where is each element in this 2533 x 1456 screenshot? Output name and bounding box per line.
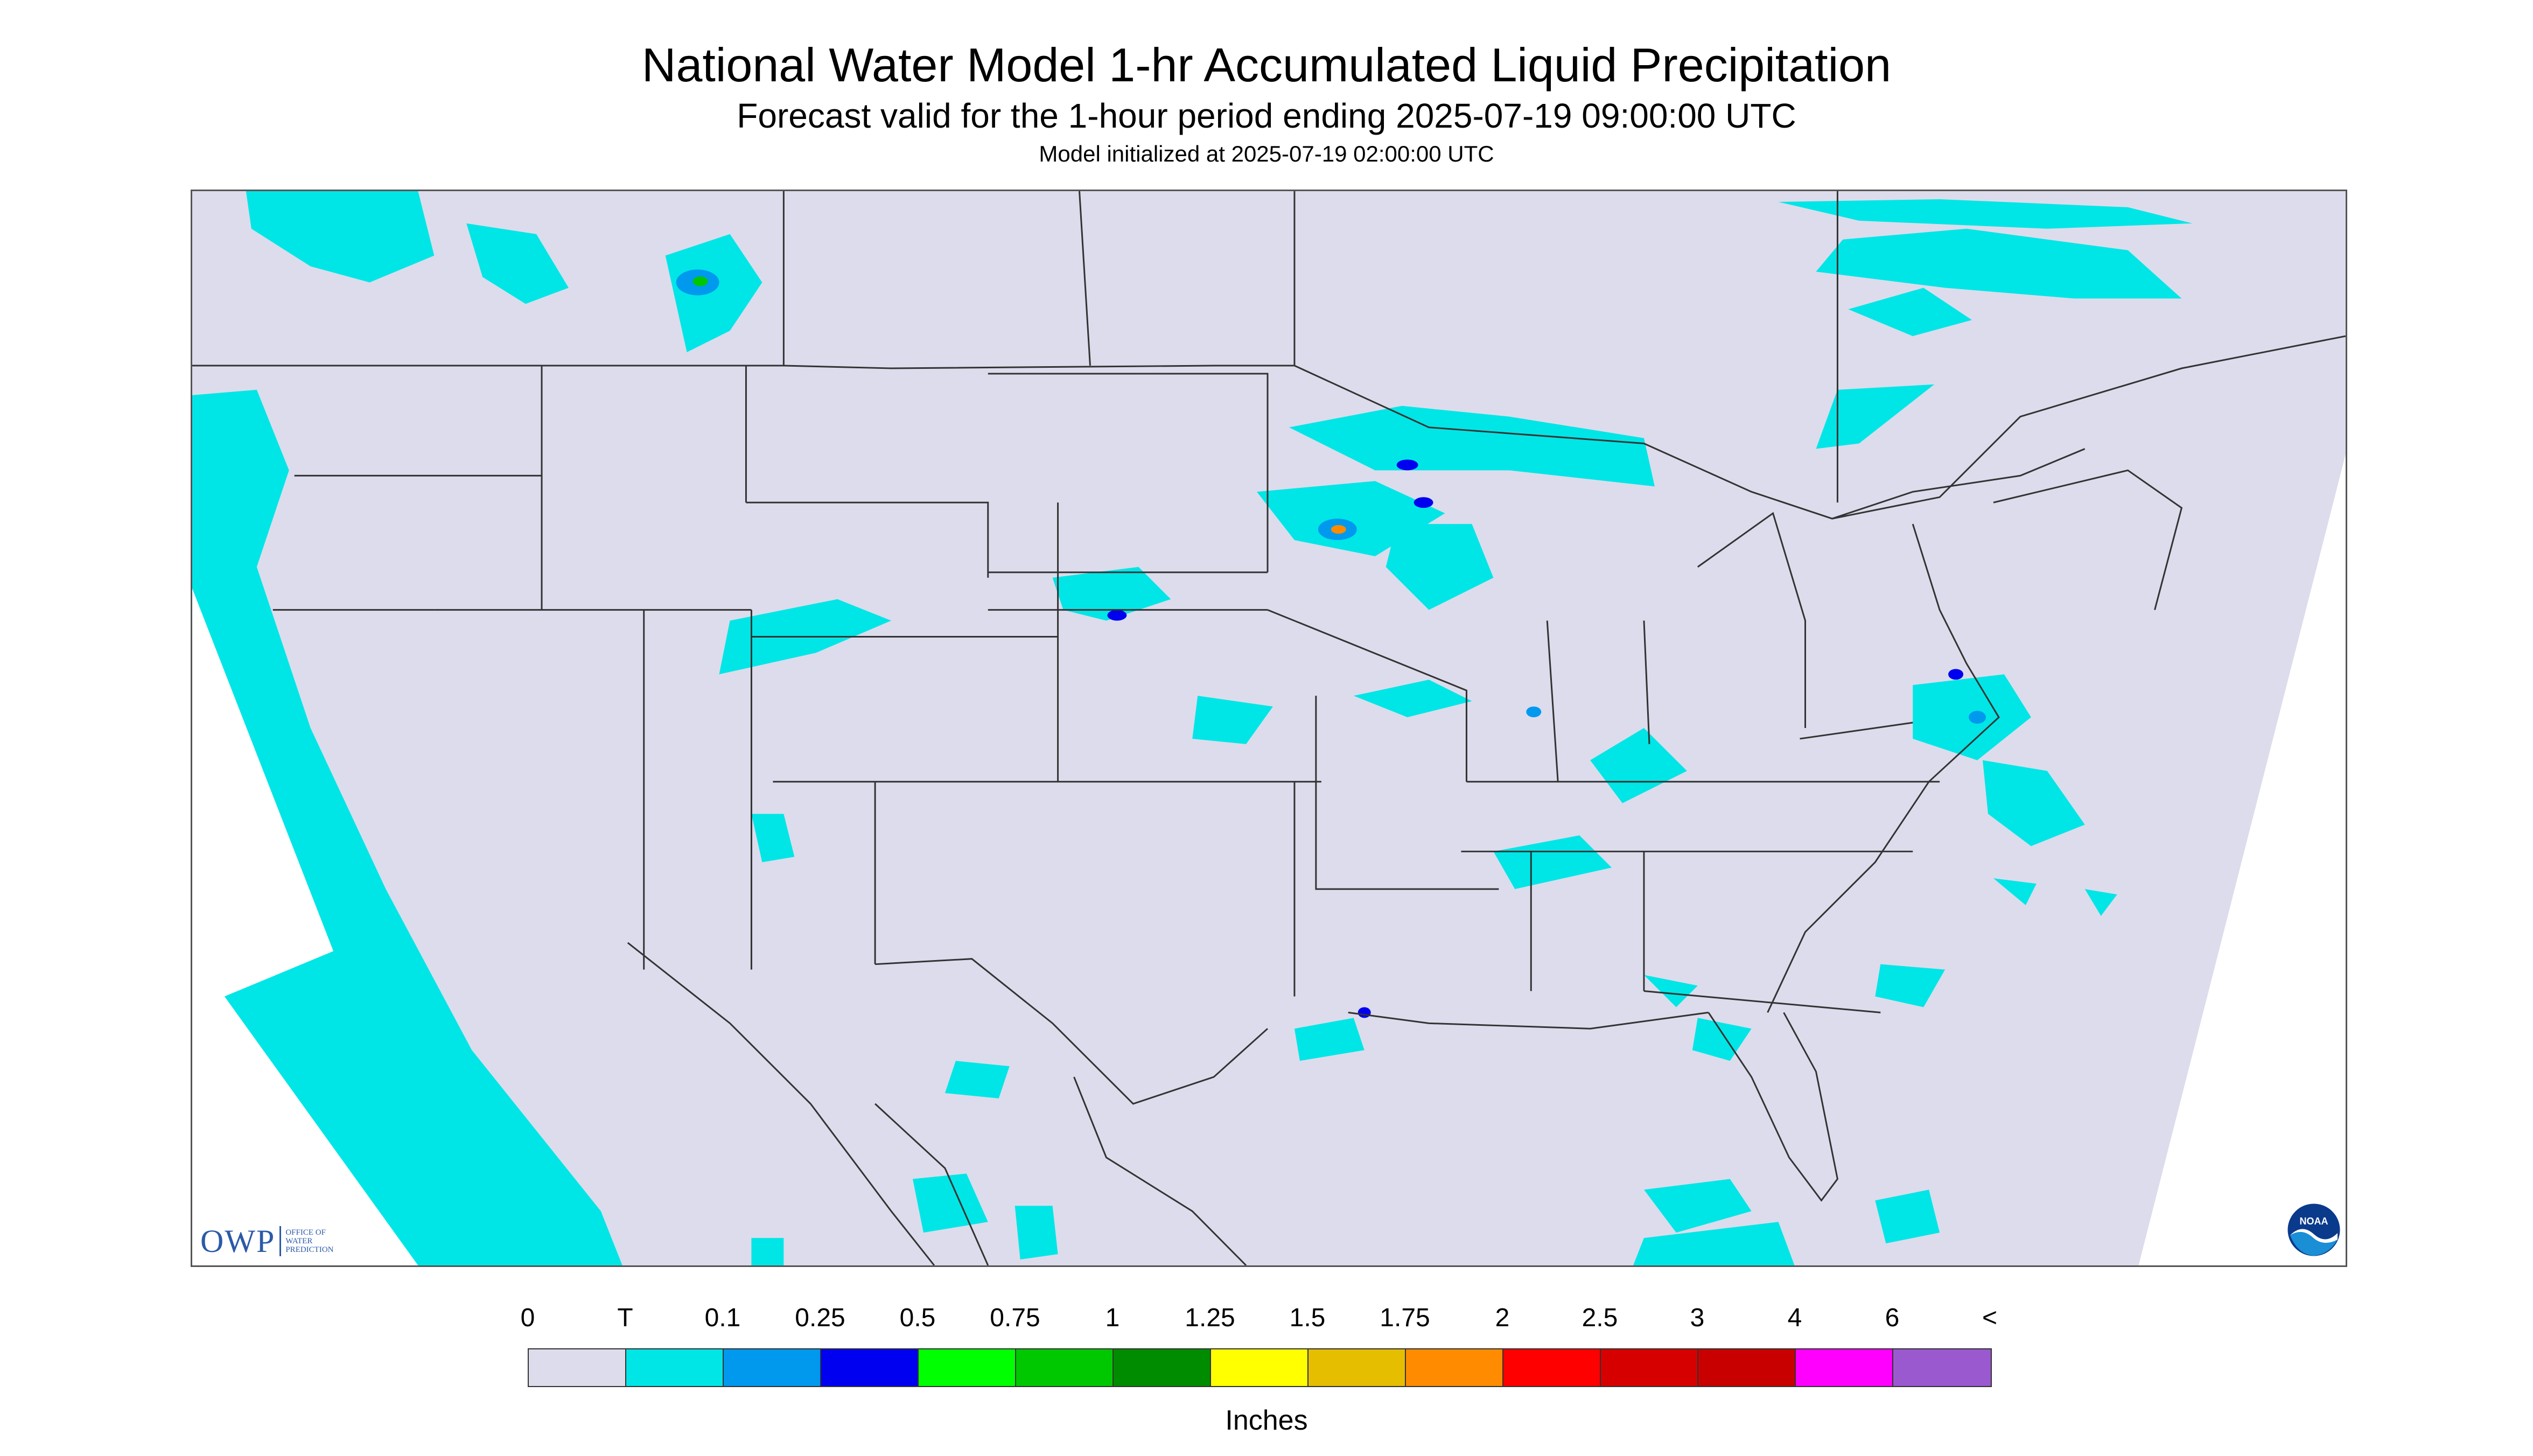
owp-logo-line: PREDICTION xyxy=(285,1245,334,1254)
legend-tick-label: 0.1 xyxy=(704,1304,741,1332)
legend-unit-label: Inches xyxy=(1225,1405,1308,1436)
legend-tick-label: T xyxy=(617,1304,633,1332)
political-boundaries xyxy=(192,191,2346,1265)
owp-logo-letters: OWP xyxy=(200,1223,276,1259)
owp-logo-line: WATER xyxy=(285,1237,313,1245)
legend-tick-label: 2.5 xyxy=(1582,1304,1618,1332)
owp-logo: OWP OFFICE OF WATER PREDICTION xyxy=(200,1222,334,1260)
legend-swatch xyxy=(1114,1349,1211,1386)
no-data-region-east xyxy=(2138,454,2346,1265)
legend-swatch xyxy=(1698,1349,1796,1386)
legend-swatch xyxy=(724,1349,821,1386)
legend-tick-label: 4 xyxy=(1787,1304,1802,1332)
legend-tick-label: < xyxy=(1982,1304,1998,1332)
noaa-logo-text: NOAA xyxy=(2300,1216,2328,1227)
precipitation-map xyxy=(191,190,2347,1267)
legend-tick-label: 1.5 xyxy=(1289,1304,1326,1332)
legend-swatch xyxy=(1016,1349,1114,1386)
legend-tick-label: 0 xyxy=(520,1304,535,1332)
legend-tick-label: 1 xyxy=(1105,1304,1120,1332)
legend-tick-label: 3 xyxy=(1690,1304,1705,1332)
legend-swatch xyxy=(1796,1349,1893,1386)
legend-tick-label: 1.25 xyxy=(1185,1304,1235,1332)
map-title: National Water Model 1-hr Accumulated Li… xyxy=(641,38,1892,92)
legend-swatch xyxy=(626,1349,724,1386)
legend-tick-label: 1.75 xyxy=(1380,1304,1430,1332)
legend-tick-label: 0.25 xyxy=(795,1304,845,1332)
map-canvas xyxy=(192,191,2346,1265)
map-subtitle: Forecast valid for the 1-hour period end… xyxy=(737,96,1796,135)
precip-trace-areas xyxy=(192,191,2193,1265)
noaa-logo: NOAA xyxy=(2286,1202,2342,1258)
legend-tick-label: 0.75 xyxy=(990,1304,1040,1332)
owp-logo-divider xyxy=(279,1226,282,1256)
legend-swatch xyxy=(1406,1349,1503,1386)
legend-tick-label: 0.5 xyxy=(899,1304,936,1332)
legend-swatch xyxy=(1309,1349,1406,1386)
legend-labels: 0 T 0.1 0.25 0.5 0.75 1 1.25 1.5 1.75 2 2.5 3 4 6 < xyxy=(0,1303,2533,1335)
owp-logo-line: OFFICE OF xyxy=(285,1228,326,1237)
legend-tick-label: 6 xyxy=(1885,1304,1900,1332)
model-init-line: Model initialized at 2025-07-19 02:00:00… xyxy=(1039,141,1494,166)
legend-tick-label: 2 xyxy=(1495,1304,1510,1332)
legend-swatch xyxy=(1503,1349,1601,1386)
precip-heavy-cores xyxy=(676,269,1986,1018)
legend-swatch xyxy=(529,1349,626,1386)
legend-color-bar xyxy=(528,1348,1992,1387)
legend-swatch xyxy=(1893,1349,1991,1386)
legend-swatch xyxy=(1601,1349,1698,1386)
legend-swatch xyxy=(821,1349,919,1386)
legend-swatch xyxy=(1211,1349,1309,1386)
owp-logo-name: OFFICE OF WATER PREDICTION xyxy=(285,1228,333,1254)
legend-swatch xyxy=(919,1349,1016,1386)
